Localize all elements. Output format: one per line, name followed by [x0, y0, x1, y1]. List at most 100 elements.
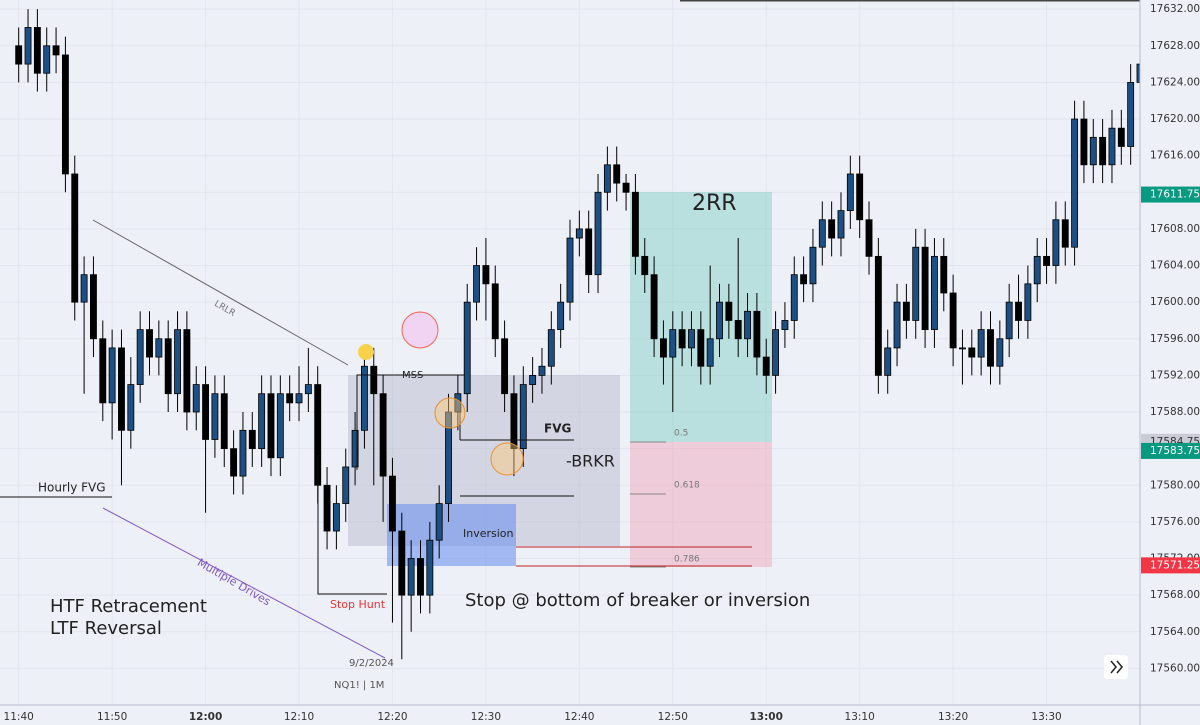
x-tick-label: 13:20 — [938, 711, 968, 723]
candle-body — [856, 173, 864, 221]
candle-body — [389, 475, 396, 532]
candle-body — [118, 347, 125, 431]
candle-body — [949, 292, 957, 349]
drives-line — [102, 507, 386, 659]
candle-body — [211, 393, 219, 440]
candle-body — [510, 393, 518, 450]
stop-zone — [630, 442, 772, 567]
label: 0.786 — [674, 555, 700, 565]
candle-body — [501, 338, 509, 395]
candle-body — [603, 164, 611, 193]
label: LTF Reversal — [50, 618, 162, 639]
candle-body — [136, 329, 144, 385]
candle-body — [192, 384, 200, 413]
x-tick-label: 12:40 — [564, 711, 594, 723]
mss-line — [356, 374, 465, 470]
candle-body — [557, 301, 565, 331]
y-tick-label: 17632.00 — [1150, 3, 1200, 15]
y-tick-label: 17600.00 — [1150, 296, 1200, 308]
candle-body — [1071, 118, 1079, 248]
candle-body — [772, 329, 780, 376]
candle-body — [706, 338, 714, 367]
candle-body — [744, 310, 751, 340]
candle-body — [174, 329, 181, 395]
candle-body — [155, 338, 163, 358]
label: 0.618 — [674, 481, 700, 491]
candle-body — [594, 191, 602, 276]
candle-body — [575, 228, 583, 239]
candle-body — [585, 228, 593, 276]
y-tick-label: 17624.00 — [1150, 76, 1200, 88]
scroll-button[interactable] — [1104, 655, 1128, 679]
x-axis-panel — [0, 705, 1140, 725]
candle-body — [865, 219, 873, 257]
bulb-icon — [358, 344, 374, 360]
label: 0.5 — [674, 429, 688, 439]
candle-body — [239, 429, 247, 477]
candle-body — [753, 310, 761, 358]
candle-body — [1015, 301, 1022, 321]
y-tick-label: 17620.00 — [1150, 113, 1200, 125]
candle-body — [818, 219, 826, 248]
highlight — [434, 397, 466, 429]
x-tick-label: 11:40 — [4, 711, 34, 723]
candle-body — [678, 329, 686, 349]
candle-body — [1052, 219, 1060, 266]
y-axis-panel — [1140, 0, 1200, 725]
candle-body — [1127, 82, 1135, 147]
candle-body — [716, 301, 723, 340]
candle-body — [884, 347, 892, 376]
candle-body — [538, 365, 546, 376]
candle-body — [267, 393, 275, 459]
candle-body — [725, 301, 733, 321]
label: 2RR — [692, 191, 737, 216]
y-tick-label: 17580.00 — [1150, 479, 1200, 491]
x-tick-label: 13:10 — [845, 711, 875, 723]
candle-body — [24, 27, 32, 65]
candle-body — [987, 329, 994, 367]
candle-body — [566, 237, 574, 303]
candle-body — [734, 320, 742, 340]
candle-body — [547, 329, 555, 367]
price-tag-label: 17571.25 — [1150, 559, 1200, 571]
candle-body — [108, 347, 116, 404]
candle-body — [874, 255, 882, 376]
candle-body — [342, 466, 350, 504]
inversion-zone — [387, 504, 516, 566]
candle-body — [930, 255, 938, 331]
candle-body — [445, 411, 452, 504]
label: 9/2/2024 — [349, 658, 394, 669]
candle-body — [295, 393, 303, 404]
x-tick-label: 13:00 — [750, 711, 783, 723]
candle-body — [1024, 283, 1032, 321]
y-tick-label: 17564.00 — [1150, 626, 1200, 638]
price-tag-label: 17611.75 — [1150, 189, 1200, 201]
candle-body — [1043, 255, 1050, 266]
candle-body — [912, 246, 920, 321]
x-tick-label: 11:50 — [97, 711, 127, 723]
x-tick-label: 12:50 — [658, 711, 688, 723]
scroll-icon[interactable] — [1110, 660, 1123, 674]
price-tag — [1141, 186, 1200, 203]
unicorn-icon — [401, 311, 439, 349]
candle-body — [650, 274, 658, 340]
candle-body — [90, 274, 97, 340]
price-tag-label: 17583.75 — [1150, 445, 1200, 457]
candle-body — [304, 384, 312, 395]
candle-body — [276, 393, 284, 459]
candle-body — [940, 255, 948, 294]
candle-body — [407, 558, 415, 596]
candle-body — [977, 329, 985, 358]
candle-body — [15, 45, 23, 65]
candle-body — [286, 393, 294, 404]
candle-body — [426, 539, 434, 596]
candle-body — [258, 393, 266, 450]
candle-body — [473, 265, 480, 303]
candle-body — [762, 356, 770, 376]
candle-body — [781, 320, 789, 331]
label: NQ1! | 1M — [334, 680, 384, 691]
candle-body — [902, 301, 910, 321]
label: MSS — [402, 370, 423, 381]
candle-body — [183, 329, 191, 413]
